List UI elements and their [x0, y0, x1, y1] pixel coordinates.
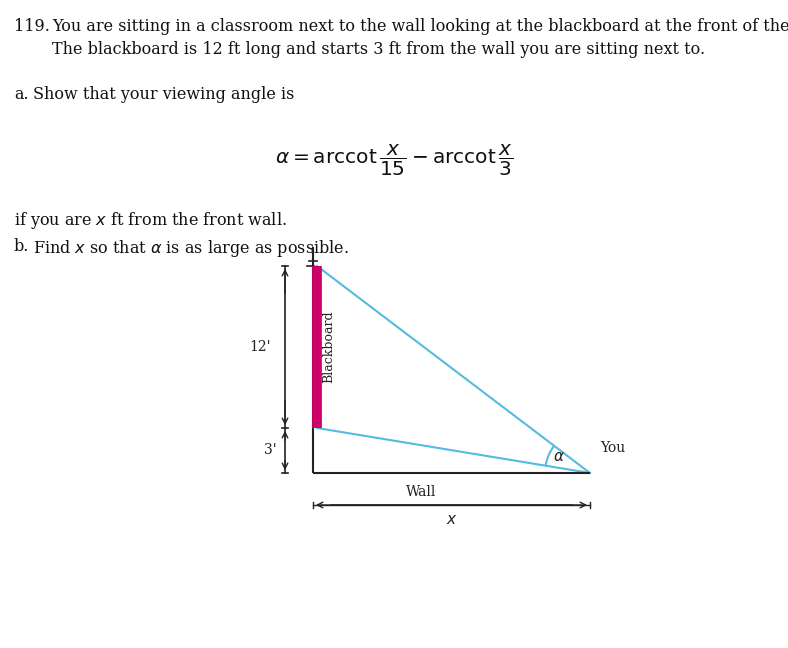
Text: Find $x$ so that $\alpha$ is as large as possible.: Find $x$ so that $\alpha$ is as large as… [33, 238, 349, 259]
Text: Wall: Wall [407, 485, 437, 499]
Text: $\alpha = \mathrm{arccot}\,\dfrac{x}{15} - \mathrm{arccot}\,\dfrac{x}{3}$: $\alpha = \mathrm{arccot}\,\dfrac{x}{15}… [275, 143, 513, 178]
Text: 119.: 119. [14, 18, 50, 35]
Text: $\alpha$: $\alpha$ [552, 450, 564, 464]
Text: b.: b. [14, 238, 29, 255]
Text: Show that your viewing angle is: Show that your viewing angle is [33, 86, 295, 103]
Text: 12': 12' [250, 340, 271, 354]
Text: You are sitting in a classroom next to the wall looking at the blackboard at the: You are sitting in a classroom next to t… [52, 18, 788, 35]
Text: a.: a. [14, 86, 28, 103]
Text: Blackboard: Blackboard [322, 310, 336, 384]
Text: 3': 3' [265, 443, 277, 457]
Text: if you are $x$ ft from the front wall.: if you are $x$ ft from the front wall. [14, 210, 287, 231]
Text: You: You [600, 441, 625, 455]
Text: $x$: $x$ [446, 513, 457, 527]
Text: The blackboard is 12 ft long and starts 3 ft from the wall you are sitting next : The blackboard is 12 ft long and starts … [52, 41, 705, 58]
